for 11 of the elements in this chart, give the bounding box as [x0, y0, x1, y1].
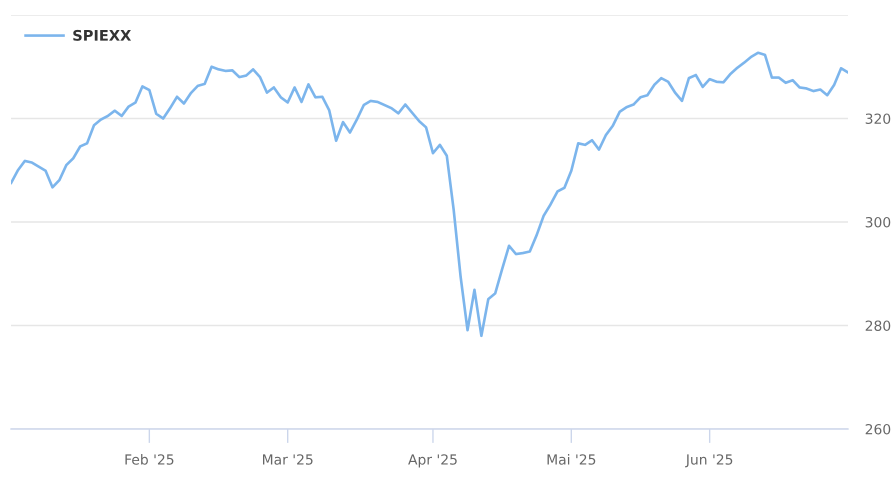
x-tick-label: Jun '25 [685, 454, 732, 468]
line-series [11, 51, 848, 338]
x-tick-label: Apr '25 [408, 454, 457, 468]
x-tick-label: Feb '25 [125, 454, 174, 465]
legend-label: SPIEXX [73, 30, 132, 41]
x-tick-label: Mai '25 [548, 454, 596, 465]
y-tick-label: 320 [866, 113, 890, 124]
y-tick-label: 300 [866, 216, 890, 228]
y-tick-label: 260 [866, 424, 890, 434]
x-tick-label: Mar '25 [263, 454, 313, 465]
y-tick-label: 280 [866, 320, 890, 331]
